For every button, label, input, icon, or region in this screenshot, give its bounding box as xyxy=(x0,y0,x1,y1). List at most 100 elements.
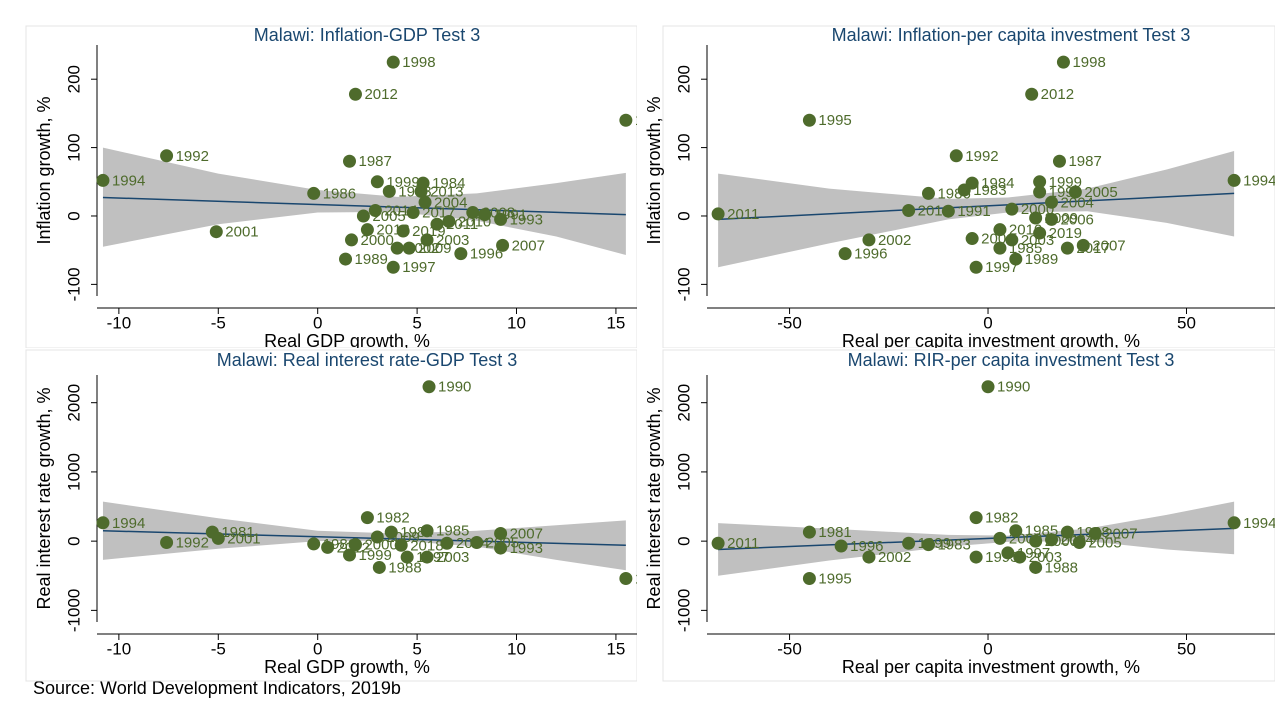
point xyxy=(494,541,508,555)
point xyxy=(921,186,935,200)
x-tick-label: 10 xyxy=(507,313,526,332)
point-label: 1993 xyxy=(1049,184,1082,201)
point-label: 1994 xyxy=(1243,515,1275,532)
point-label: 2011 xyxy=(727,206,759,223)
point-label: 2017 xyxy=(1076,240,1109,257)
point xyxy=(454,247,468,261)
y-tick-label: 200 xyxy=(674,65,693,93)
point xyxy=(1045,195,1059,209)
point xyxy=(400,550,414,564)
point-label: 2003 xyxy=(436,232,469,249)
panel: Malawi: RIR-per capita investment Test 3… xyxy=(644,349,1275,682)
point xyxy=(418,195,432,209)
point-label: 1988 xyxy=(388,559,421,576)
point xyxy=(1076,238,1090,252)
x-tick-label: 0 xyxy=(983,639,992,658)
point-label: 1992 xyxy=(965,148,998,165)
point-label: 1997 xyxy=(402,259,435,276)
point-label: 1989 xyxy=(1025,251,1058,268)
point xyxy=(1009,252,1023,266)
point xyxy=(1045,212,1059,226)
point xyxy=(834,539,848,553)
y-tick-label: 0 xyxy=(64,211,83,220)
point-label: 2000 xyxy=(1021,201,1054,218)
point-label: 1995 xyxy=(818,570,851,587)
point-label: 2012 xyxy=(364,86,397,103)
point xyxy=(802,525,816,539)
y-axis-title: Inflation growth, % xyxy=(34,96,54,244)
fit-line xyxy=(718,192,1235,221)
point-label: 2013 xyxy=(430,183,463,200)
point xyxy=(1068,185,1082,199)
panel: Malawi: Inflation-GDP Test 3-1000100200-… xyxy=(25,25,637,348)
point xyxy=(902,204,916,218)
x-axis-title: Real per capita investment growth, % xyxy=(842,657,1140,677)
point-label: 1998 xyxy=(1072,54,1105,71)
point xyxy=(1060,241,1074,255)
point xyxy=(209,225,223,239)
point-label: 2017 xyxy=(422,205,455,222)
y-axis-title: Real interest rate growth, % xyxy=(644,387,664,609)
point-label: 1992 xyxy=(176,534,209,551)
point xyxy=(1060,525,1074,539)
point-label: 2005 xyxy=(1088,534,1121,551)
panel-frame xyxy=(662,349,1275,682)
point xyxy=(862,550,876,564)
point-label: 1991 xyxy=(494,207,527,224)
point xyxy=(160,149,174,163)
point xyxy=(321,540,335,554)
point-label: 2002 xyxy=(878,232,911,249)
point-label: 1997 xyxy=(1017,545,1050,562)
point-label: 1998 xyxy=(402,54,435,71)
point xyxy=(993,241,1007,255)
point xyxy=(802,572,816,586)
point-label: 2007 xyxy=(1092,237,1125,254)
point xyxy=(384,525,398,539)
x-tick-label: 5 xyxy=(412,313,421,332)
point xyxy=(386,260,400,274)
point-label: 1981 xyxy=(818,524,851,541)
point xyxy=(981,380,995,394)
point xyxy=(1029,211,1043,225)
point-label: 1993 xyxy=(510,211,543,228)
point xyxy=(1005,233,1019,247)
point-label: 1981 xyxy=(221,524,254,541)
x-tick-label: -50 xyxy=(777,639,802,658)
point-label: 1985 xyxy=(436,523,469,540)
point-label: 2014 xyxy=(384,202,417,219)
point-label: 2004 xyxy=(434,194,467,211)
point xyxy=(1033,185,1047,199)
x-axis-title: Real per capita investment growth, % xyxy=(842,331,1140,348)
y-tick-label: 1000 xyxy=(64,453,83,491)
point-label: 2009 xyxy=(418,240,451,257)
point xyxy=(1001,546,1015,560)
source-note: Source: World Development Indicators, 20… xyxy=(33,678,401,698)
x-tick-label: 0 xyxy=(983,313,992,332)
y-tick-label: 0 xyxy=(674,211,693,220)
y-tick-label: 0 xyxy=(64,536,83,545)
point xyxy=(619,113,633,127)
point-label: 1984 xyxy=(400,524,433,541)
point xyxy=(360,511,374,525)
x-axis-title: Real GDP growth, % xyxy=(264,331,430,348)
point xyxy=(993,223,1007,237)
y-tick-label: 100 xyxy=(674,133,693,161)
point-label: 2013 xyxy=(918,202,951,219)
x-tick-label: 50 xyxy=(1177,313,1196,332)
x-tick-label: 0 xyxy=(313,639,322,658)
point xyxy=(343,548,357,562)
point xyxy=(420,524,434,538)
y-tick-label: 1000 xyxy=(674,453,693,491)
point xyxy=(420,233,434,247)
point xyxy=(370,530,384,544)
point xyxy=(430,217,444,231)
point xyxy=(1005,202,1019,216)
point xyxy=(711,536,725,550)
point-label: 1995 xyxy=(635,112,637,129)
point-label: 2011 xyxy=(727,535,759,552)
point-label: 1991 xyxy=(957,203,990,220)
point-label: 2007 xyxy=(1104,525,1137,542)
y-tick-label: -1000 xyxy=(674,589,693,632)
point xyxy=(348,538,362,552)
